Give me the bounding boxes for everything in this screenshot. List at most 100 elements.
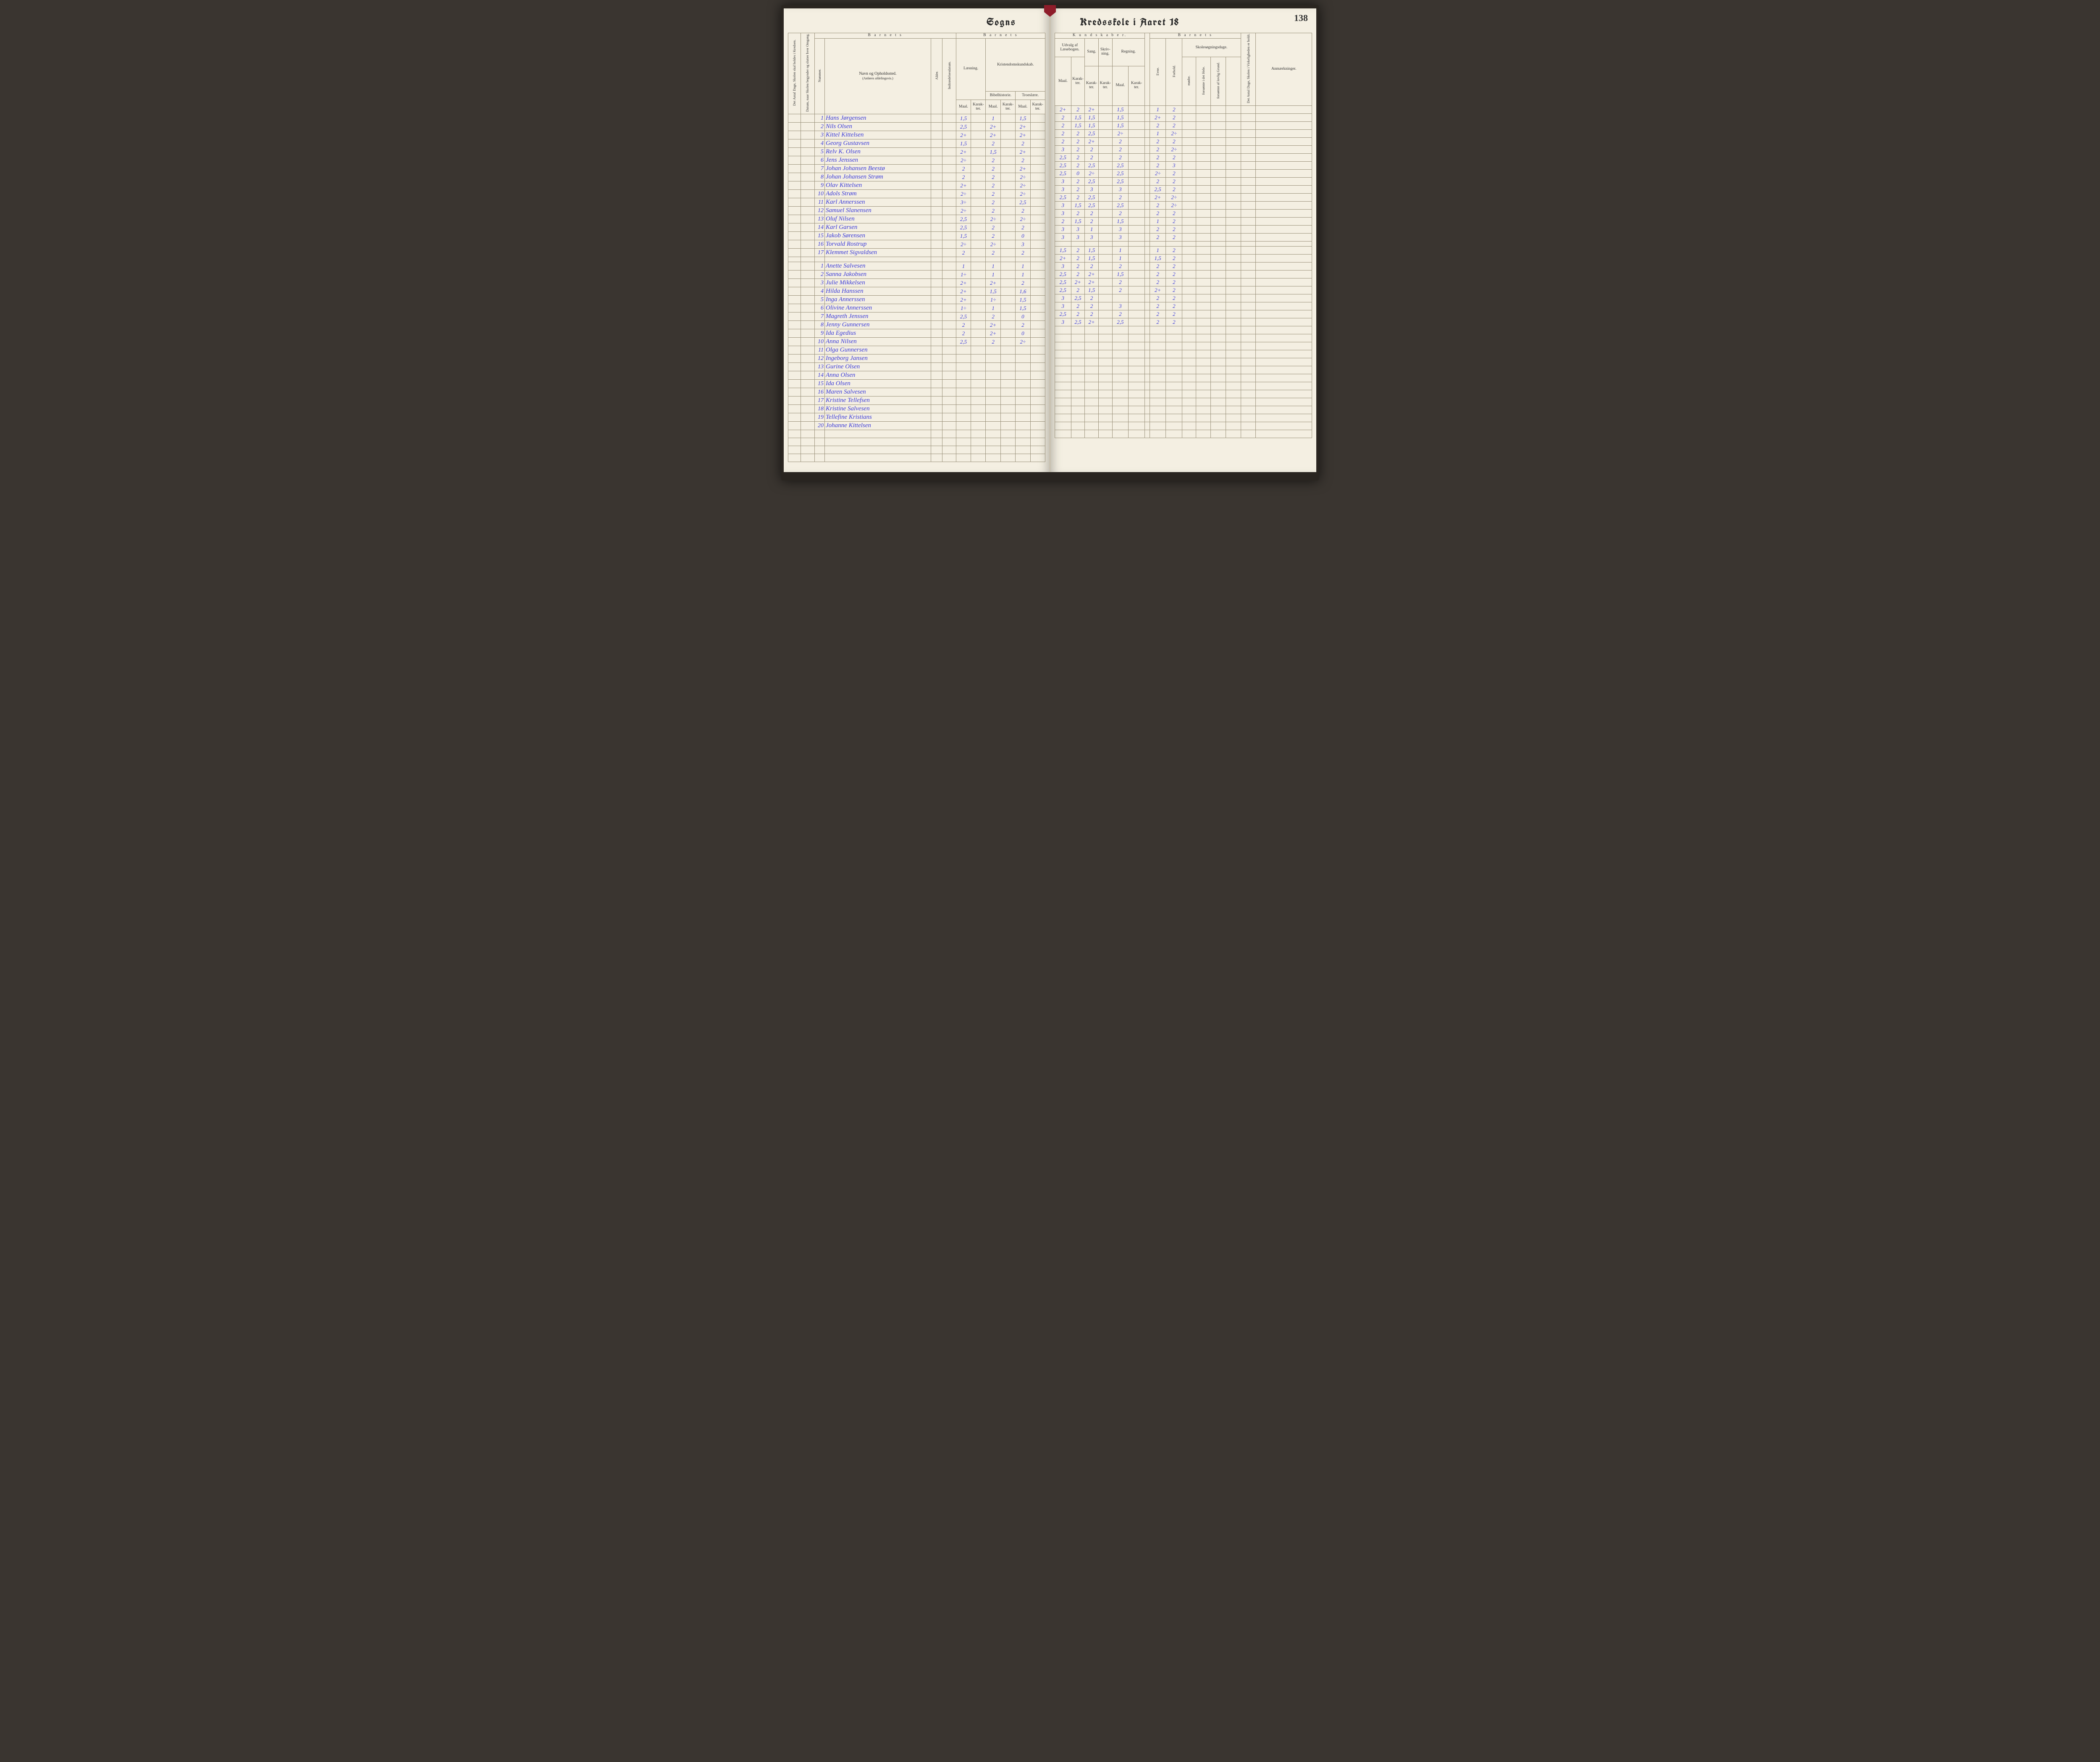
table-row: 10Adols Strøm2÷22÷ [788, 190, 1045, 198]
table-row: 2Sanna Jakobsen1÷11 [788, 270, 1045, 279]
row-number: 13 [814, 215, 824, 223]
col-antal-dage: Det Antal Dage, Skolen i Virkeligheden e… [1247, 34, 1250, 103]
left-register-table: Det Antal Dage, Skolen skal holdes i Kre… [788, 33, 1045, 462]
table-row: 6Jens Jenssen2÷22 [788, 156, 1045, 165]
table-row: 21,521,512 [1055, 217, 1312, 225]
student-name: Julie Mikkelsen [825, 279, 931, 287]
page-number: 138 [1294, 13, 1308, 24]
row-number: 17 [814, 249, 824, 257]
table-row: 322,52,522 [1055, 177, 1312, 185]
col-regning: Regning. [1112, 38, 1144, 66]
table-row [1055, 398, 1312, 406]
col-kristendom: Kristendomskundskab. [986, 38, 1045, 91]
table-row: 2,522+1,522 [1055, 270, 1312, 278]
student-name: Ida Olsen [825, 380, 931, 388]
table-row: 2,522,522+2÷ [1055, 193, 1312, 201]
table-row: 322222 [1055, 209, 1312, 217]
table-row: 31,52,52,522÷ [1055, 201, 1312, 209]
col-indtr: Indtrædelsesdatum. [948, 61, 951, 89]
hdr-maal: Maal. [986, 100, 1000, 114]
student-name: Inga Annerssen [825, 296, 931, 304]
row-number: 7 [814, 165, 824, 173]
table-row [1055, 326, 1312, 334]
table-row: 17Kristine Tellefsen [788, 397, 1045, 405]
student-name: Olav Kittelsen [825, 181, 931, 190]
row-number: 18 [814, 405, 824, 413]
table-row: 16Maren Salvesen [788, 388, 1045, 397]
right-table-header: K u n d s k a b e r. B a r n e t s Det A… [1055, 33, 1312, 106]
row-number: 16 [814, 240, 824, 249]
table-row: 21,51,51,52+2 [1055, 113, 1312, 121]
table-row: 2,502÷2,52÷2 [1055, 169, 1312, 177]
table-row: 8Johan Johansen Strøm222÷ [788, 173, 1045, 181]
col-alder: Alder. [935, 71, 939, 80]
student-name: Hilda Hanssen [825, 287, 931, 296]
student-name: Georg Gustavsen [825, 139, 931, 148]
student-name: Johan Johansen Strøm [825, 173, 931, 181]
table-row: 19Tellefine Kristians [788, 413, 1045, 422]
student-name: Oluf Nilsen [825, 215, 931, 223]
hdr-maal: Maal. [1016, 100, 1030, 114]
left-table-header: Det Antal Dage, Skolen skal holdes i Kre… [788, 33, 1045, 114]
table-row: 5Inga Annerssen2+1÷1,5 [788, 296, 1045, 304]
student-name: Olivine Annerssen [825, 304, 931, 312]
row-number: 13 [814, 363, 824, 371]
hdr-karak: Karak- ter. [1071, 57, 1085, 105]
col-skolesogning: Skolesøgningsdage. [1182, 38, 1241, 57]
row-number: 5 [814, 296, 824, 304]
student-name: Jens Jenssen [825, 156, 931, 165]
row-number: 1 [814, 114, 824, 123]
row-number: 8 [814, 321, 824, 329]
student-name: Gurine Olsen [825, 363, 931, 371]
left-table-body: 1Hans Jørgensen1,511,52Nils Olsen2,52+2+… [788, 114, 1045, 462]
hdr-karak: Karak- ter. [1129, 66, 1145, 105]
table-row: 8Jenny Gunnersen22+2 [788, 321, 1045, 329]
row-number: 15 [814, 380, 824, 388]
hdr-maal: Maal. [1112, 66, 1129, 105]
table-row: 20Johanne Kittelsen [788, 422, 1045, 430]
student-name: Maren Salvesen [825, 388, 931, 397]
hdr-karak: Karak- ter. [1000, 100, 1015, 114]
row-number: 2 [814, 270, 824, 279]
student-name: Karl Garsen [825, 223, 931, 232]
table-row: 21,51,51,522 [1055, 121, 1312, 129]
table-row: 1,521,5112 [1055, 246, 1312, 254]
table-row: 2,52+2+222 [1055, 278, 1312, 286]
table-row: 7Johan Johansen Beestø222+ [788, 165, 1045, 173]
row-number: 2 [814, 123, 824, 131]
table-row: 4Hilda Hanssen2+1,51,6 [788, 287, 1045, 296]
table-row: 11Karl Annerssen3÷22,5 [788, 198, 1045, 207]
table-row: 2+22+1,512 [1055, 105, 1312, 113]
row-number: 19 [814, 413, 824, 422]
table-row: 2,522222 [1055, 153, 1312, 161]
row-number: 12 [814, 207, 824, 215]
col-dates: Datum, naar Skolen begynder og slutter h… [806, 34, 809, 112]
table-row: 3Julie Mikkelsen2+2+2 [788, 279, 1045, 287]
table-row: 331322 [1055, 225, 1312, 233]
row-number: 15 [814, 232, 824, 240]
col-navn-sub: (Anføres afdelingsvis.) [862, 76, 893, 80]
col-sang: Sang. [1085, 38, 1099, 66]
table-row: 5Relv K. Olsen2+1,52+ [788, 148, 1045, 156]
table-row: 12Ingeborg Jansen [788, 355, 1045, 363]
table-row: 12Samuel Slanensen2÷22 [788, 207, 1045, 215]
col-laesning: Læsning. [956, 38, 986, 100]
table-row: 7Magreth Jenssen2,520 [788, 312, 1045, 321]
row-number: 11 [814, 198, 824, 207]
table-row [1055, 358, 1312, 366]
col-modte: mødte. [1187, 76, 1191, 85]
row-number: 20 [814, 422, 824, 430]
hdr-maal: Maal. [1055, 57, 1071, 105]
student-name: Adols Strøm [825, 190, 931, 198]
student-name: Ida Egedius [825, 329, 931, 338]
student-name: Nils Olsen [825, 123, 931, 131]
row-number: 1 [814, 262, 824, 270]
right-register-table: K u n d s k a b e r. B a r n e t s Det A… [1055, 33, 1312, 438]
table-row [1055, 350, 1312, 358]
table-row: 13Oluf Nilsen2,52÷2÷ [788, 215, 1045, 223]
table-row: 14Anna Olsen [788, 371, 1045, 380]
student-name: Karl Annerssen [825, 198, 931, 207]
table-row: 11Olga Gunnersen [788, 346, 1045, 355]
table-row: 14Karl Garsen2,522 [788, 223, 1045, 232]
table-row: 2,522,52,523 [1055, 161, 1312, 169]
